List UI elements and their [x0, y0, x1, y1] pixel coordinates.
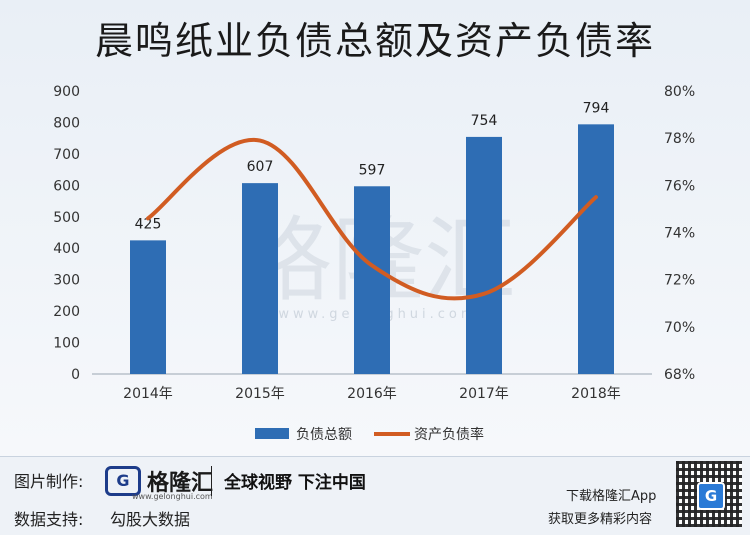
debt-ratio-point — [483, 293, 485, 295]
right-tick-label: 78% — [664, 131, 695, 147]
left-tick-label: 800 — [53, 115, 80, 131]
bar-series — [130, 124, 614, 374]
slogan: 全球视野 下注中国 — [224, 473, 366, 493]
left-tick-label: 600 — [53, 178, 80, 194]
debt-ratio-point — [595, 196, 597, 198]
bar — [242, 183, 278, 374]
bar-value-label: 607 — [247, 159, 274, 175]
left-tick-label: 500 — [53, 210, 80, 226]
made-by-label: 图片制作: — [14, 472, 84, 491]
debt-ratio-point — [147, 217, 149, 219]
data-support-label: 数据支持: — [14, 510, 84, 529]
qr-logo-icon: G — [697, 482, 725, 510]
app-more-content-text: 获取更多精彩内容 — [548, 512, 653, 527]
right-tick-label: 74% — [664, 226, 695, 242]
bar-value-label: 794 — [583, 100, 610, 116]
footer-divider — [211, 466, 212, 496]
app-download-text: 下载格隆汇App — [566, 489, 657, 504]
x-tick-label: 2014年 — [123, 386, 173, 402]
x-axis-labels: 2014年 2015年 2016年 2017年 2018年 — [123, 386, 621, 402]
g-logo-icon: G — [105, 466, 141, 496]
left-tick-label: 100 — [53, 336, 80, 352]
left-tick-label: 400 — [53, 241, 80, 257]
debt-ratio-point — [371, 265, 373, 267]
legend: 负债总额 资产负债率 — [255, 426, 484, 443]
right-axis: 68% 70% 72% 74% 76% 78% 80% — [664, 84, 695, 383]
legend-bar-label: 负债总额 — [296, 427, 352, 443]
left-tick-label: 900 — [53, 84, 80, 100]
chart-title: 晨鸣纸业负债总额及资产负债率 — [94, 19, 655, 63]
right-tick-label: 72% — [664, 273, 695, 289]
right-tick-label: 70% — [664, 320, 695, 336]
left-tick-label: 200 — [53, 304, 80, 320]
line-series — [146, 137, 598, 301]
right-tick-label: 68% — [664, 367, 695, 383]
right-tick-label: 80% — [664, 84, 695, 100]
x-tick-label: 2018年 — [571, 386, 621, 402]
bar — [466, 136, 502, 374]
brand-logo: G 格隆汇 — [105, 465, 213, 497]
bar-value-label: 754 — [471, 113, 498, 129]
brand-name: 格隆汇 — [147, 471, 214, 496]
left-tick-label: 0 — [71, 367, 80, 383]
x-tick-label: 2016年 — [347, 386, 397, 402]
bar-value-label: 597 — [359, 162, 386, 178]
bar — [354, 186, 390, 374]
left-tick-label: 700 — [53, 147, 80, 163]
right-tick-label: 76% — [664, 178, 695, 194]
bar-value-label: 425 — [135, 216, 162, 232]
combo-chart: 格隆汇 www.gelonghui.com 010020030040050060… — [53, 84, 695, 443]
left-tick-label: 300 — [53, 273, 80, 289]
debt-ratio-point — [259, 140, 261, 142]
bar-data-labels: 425 607 597 754 794 — [135, 100, 610, 232]
brand-url: www.gelonghui.com — [132, 492, 213, 501]
left-axis: 0 100 200 300 400 500 600 700 800 900 — [53, 84, 80, 383]
legend-bar-swatch — [255, 428, 289, 439]
bar — [130, 240, 166, 374]
x-tick-label: 2015年 — [235, 386, 285, 402]
data-source: 勾股大数据 — [110, 510, 191, 529]
bar — [578, 124, 614, 374]
x-tick-label: 2017年 — [459, 386, 509, 402]
legend-line-label: 资产负债率 — [414, 426, 484, 443]
